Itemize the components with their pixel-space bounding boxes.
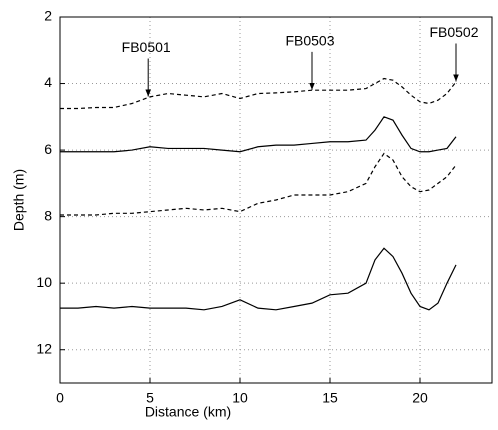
x-axis-label: Distance (km) xyxy=(145,404,231,420)
x-tick-label: 15 xyxy=(322,390,338,406)
y-tick-label: 10 xyxy=(36,274,52,290)
line xyxy=(60,77,457,110)
y-tick-label: 4 xyxy=(44,74,52,90)
y-axis-label: Depth (m) xyxy=(11,169,27,231)
x-tick-label: 0 xyxy=(56,390,64,406)
annotation-label: FB0502 xyxy=(429,24,478,40)
x-tick-label: 10 xyxy=(232,390,248,406)
y-tick-label: 12 xyxy=(36,340,52,356)
line xyxy=(60,116,457,153)
x-tick-label: 5 xyxy=(146,390,154,406)
annotation-label: FB0503 xyxy=(285,33,334,49)
line xyxy=(60,152,457,216)
x-tick-label: 20 xyxy=(412,390,428,406)
line xyxy=(60,247,457,311)
plot-frame xyxy=(59,16,493,384)
y-tick-label: 2 xyxy=(44,8,52,24)
annotation-label: FB0501 xyxy=(122,39,171,55)
y-tick-label: 6 xyxy=(44,141,52,157)
y-tick-label: 8 xyxy=(44,207,52,223)
